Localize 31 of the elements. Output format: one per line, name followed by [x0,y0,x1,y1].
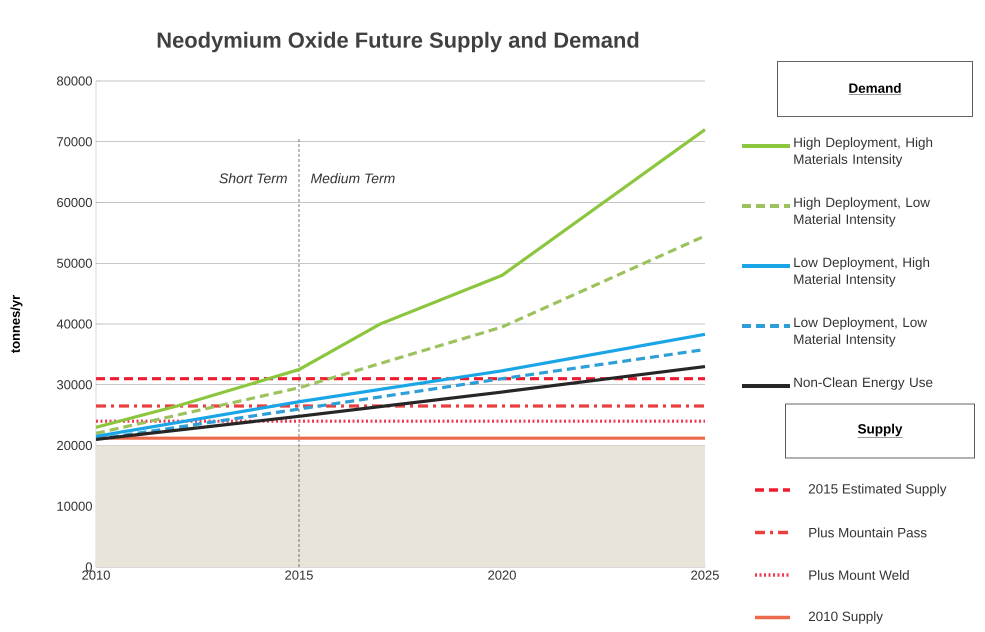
line-series [94,364,707,442]
x-tick-label: 2010 [82,570,110,580]
legend-label: Plus Mount Weld [809,570,909,580]
legend-label: Low Deployment, High Material Intensity [794,257,930,287]
x-tick-label: 2015 [285,570,313,580]
legend-label: High Deployment, High Materials Intensity [794,137,932,167]
legend-label: High Deployment, Low Material Intensity [794,197,930,227]
legend-label: 2010 Supply [808,611,883,624]
annotation: Medium Term [310,173,395,184]
y-tick-label: 10000 [57,502,92,511]
chart-title: Neodymium Oxide Future Supply and Demand [158,32,638,52]
y-axis-title: tonnes/yr [10,295,22,353]
legend-label: 2015 Estimated Supply [808,484,946,496]
x-tick-label: 2025 [691,570,719,580]
legend-label: Low Deployment, Low Material Intensity [794,317,928,347]
legend-title: Demand [849,83,901,93]
y-tick-label: 70000 [57,137,92,146]
legend-label: Non-Clean Energy Use [794,377,932,390]
text: Supply [858,424,902,436]
line-series [94,332,707,438]
y-tick-label: 40000 [56,319,92,329]
legend-label: Plus Mountain Pass [809,528,927,538]
x-tick-label: 2020 [488,570,516,580]
line-series [94,128,707,429]
y-tick-label: 50000 [56,258,92,268]
y-tick-label: 0 [86,562,92,572]
annotation: Short Term [219,173,287,184]
y-tick-label: 20000 [57,440,92,450]
y-tick-label: 60000 [57,198,92,208]
y-tick-label: 80000 [57,76,92,86]
y-tick-label: 30000 [56,380,92,390]
